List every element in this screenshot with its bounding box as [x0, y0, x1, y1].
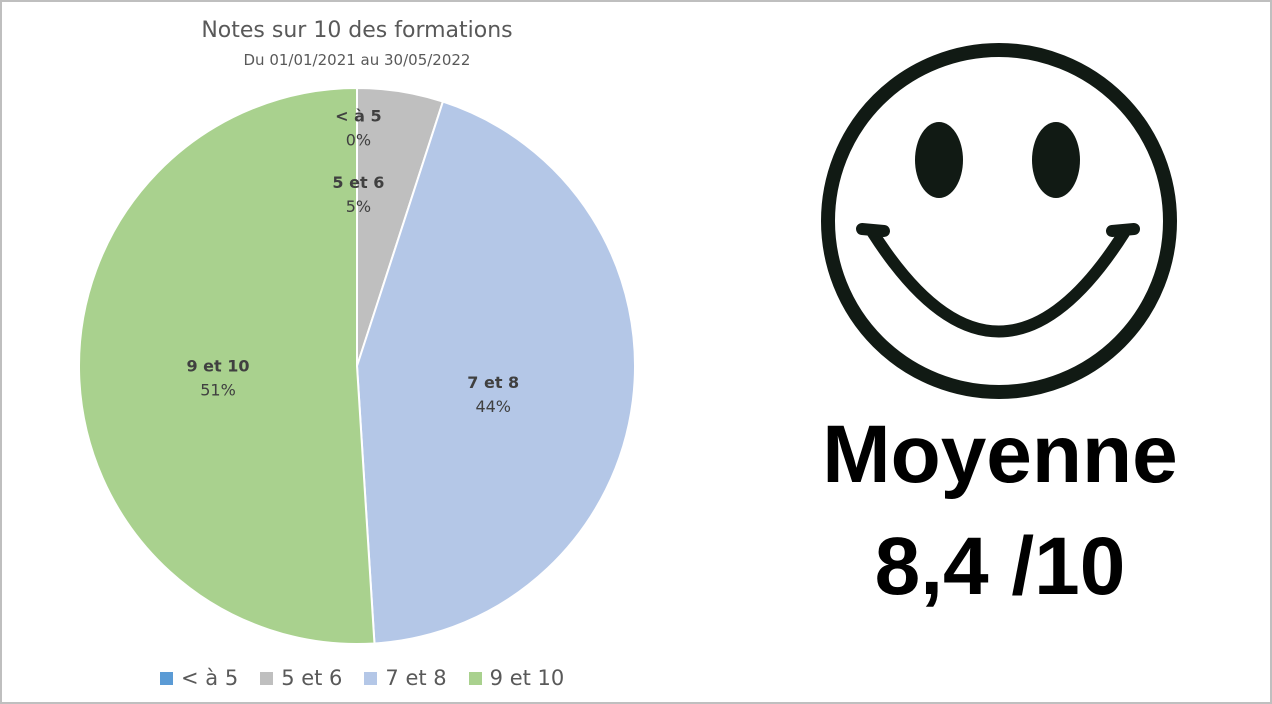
legend-swatch-lt5: [160, 671, 173, 685]
pie-label-category-lt5: < à 5: [335, 106, 381, 125]
legend-swatch-5-6: [260, 671, 274, 685]
average-label: Moyenne: [822, 409, 1178, 500]
average-value: 8,4 /10: [874, 521, 1126, 612]
legend-label-lt5: < à 5: [181, 666, 239, 690]
pie-label-percent-7-8: 44%: [475, 397, 511, 416]
pie-label-percent-9-10: 51%: [200, 381, 236, 400]
smiley-mouth: [867, 227, 1130, 338]
pie-chart: < à 5 0% 5 et 6 5% 7 et 8 44% 9 et 10 51%: [77, 86, 636, 645]
pie-label-percent-5-6: 5%: [346, 197, 371, 216]
chart-title: Notes sur 10 des formations: [201, 18, 513, 43]
smiley-outline: [821, 43, 1177, 399]
legend-item-5-6: 5 et 6: [260, 666, 342, 690]
smiley-left-eye: [915, 122, 963, 198]
legend-label-7-8: 7 et 8: [385, 666, 447, 690]
pie-label-category-5-6: 5 et 6: [332, 173, 384, 192]
smiley-mouth-right-end: [1106, 223, 1140, 237]
chart-subtitle: Du 01/01/2021 au 30/05/2022: [243, 51, 471, 69]
pie-slice-9-10: [77, 86, 376, 645]
legend-item-7-8: 7 et 8: [364, 666, 447, 690]
chart-legend: < à 5 5 et 6 7 et 8 9 et 10: [160, 666, 564, 690]
pie-label-category-7-8: 7 et 8: [467, 373, 519, 392]
legend-item-9-10: 9 et 10: [468, 666, 565, 690]
legend-label-5-6: 5 et 6: [281, 666, 343, 690]
legend-item-lt5: < à 5: [160, 666, 238, 690]
pie-slice-7-8: [355, 100, 636, 645]
smiley-mouth-left-end: [856, 223, 890, 237]
legend-swatch-9-10: [468, 671, 482, 685]
pie-label-category-9-10: 9 et 10: [186, 357, 249, 376]
legend-swatch-7-8: [364, 671, 378, 685]
pie-label-percent-lt5: 0%: [346, 130, 371, 149]
smiley-right-eye: [1032, 122, 1080, 198]
smiley-face-icon: [821, 43, 1177, 399]
legend-label-9-10: 9 et 10: [489, 666, 565, 690]
